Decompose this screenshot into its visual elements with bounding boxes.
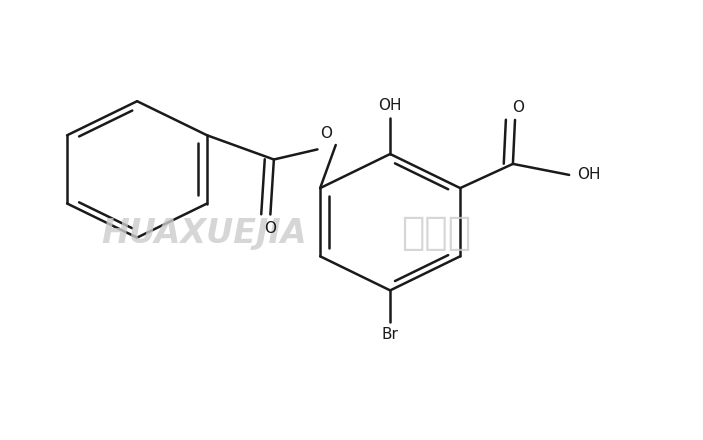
Text: Br: Br — [382, 327, 399, 342]
Text: OH: OH — [578, 167, 601, 183]
Text: O: O — [321, 125, 333, 141]
Text: OH: OH — [378, 98, 402, 113]
Text: O: O — [264, 221, 276, 236]
Text: 化学加: 化学加 — [401, 214, 471, 252]
Text: HUAXUEJIA: HUAXUEJIA — [101, 217, 307, 250]
Text: O: O — [512, 99, 524, 114]
